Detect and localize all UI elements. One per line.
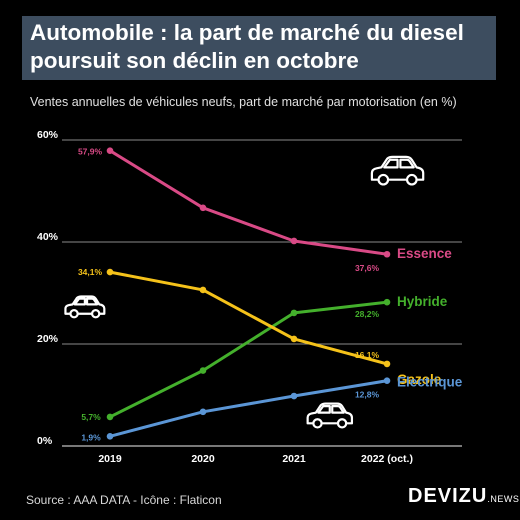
source-text: Source : AAA DATA - Icône : Flaticon xyxy=(26,493,222,507)
title-line-1: Automobile : la part de marché du diesel xyxy=(30,20,464,45)
data-label: 34,1% xyxy=(78,267,103,277)
data-point xyxy=(199,367,207,374)
title-box: Automobile : la part de marché du diesel… xyxy=(22,16,496,80)
series-name-label: Electrique xyxy=(397,375,463,390)
data-label: 57,9% xyxy=(78,147,103,157)
data-point xyxy=(106,268,114,276)
data-label: 5,7% xyxy=(81,412,101,422)
y-tick-label: 0% xyxy=(37,435,53,447)
series-line-electrique xyxy=(109,379,388,438)
data-label: 1,9% xyxy=(81,432,101,442)
data-point xyxy=(290,335,298,343)
data-point xyxy=(106,433,114,440)
data-point xyxy=(383,360,391,368)
series-name-label: Gazole xyxy=(397,372,442,387)
car-icon-top-right xyxy=(370,155,425,186)
data-point xyxy=(199,408,207,416)
series-line-essence xyxy=(109,149,388,256)
data-point xyxy=(106,147,114,155)
series-name-label: Essence xyxy=(397,246,452,261)
x-tick-label: 2022 (oct.) xyxy=(361,453,413,465)
chart-subtitle: Ventes annuelles de véhicules neufs, par… xyxy=(30,95,457,109)
data-point xyxy=(290,392,298,400)
title-line-2: poursuit son déclin en octobre xyxy=(30,48,359,73)
x-tick-label: 2019 xyxy=(98,453,122,465)
data-point xyxy=(290,309,298,317)
data-point xyxy=(290,237,298,245)
data-point xyxy=(383,250,391,258)
data-point xyxy=(199,204,207,212)
car-icon-bottom xyxy=(306,402,354,429)
y-tick-label: 60% xyxy=(37,129,59,141)
data-point xyxy=(106,413,114,421)
brand-name: DEVIZU xyxy=(408,485,488,507)
data-label: 37,6% xyxy=(355,263,380,273)
brand-logo: DEVIZU.NEWS xyxy=(408,485,519,508)
car-icon-left xyxy=(64,295,106,319)
series-name-label: Hybride xyxy=(397,294,448,309)
y-tick-label: 20% xyxy=(37,333,59,345)
data-point xyxy=(383,298,391,306)
x-tick-label: 2021 xyxy=(282,453,306,465)
brand-suffix: .NEWS xyxy=(487,494,520,504)
data-point xyxy=(383,377,391,385)
series-line-gazole xyxy=(109,270,388,366)
y-tick-label: 40% xyxy=(37,231,59,243)
x-tick-label: 2020 xyxy=(191,453,215,465)
data-point xyxy=(199,286,207,294)
series-line-hybride xyxy=(109,300,388,419)
data-label: 12,8% xyxy=(355,390,380,400)
data-label: 28,2% xyxy=(355,309,380,319)
data-label: 16,1% xyxy=(355,350,380,360)
